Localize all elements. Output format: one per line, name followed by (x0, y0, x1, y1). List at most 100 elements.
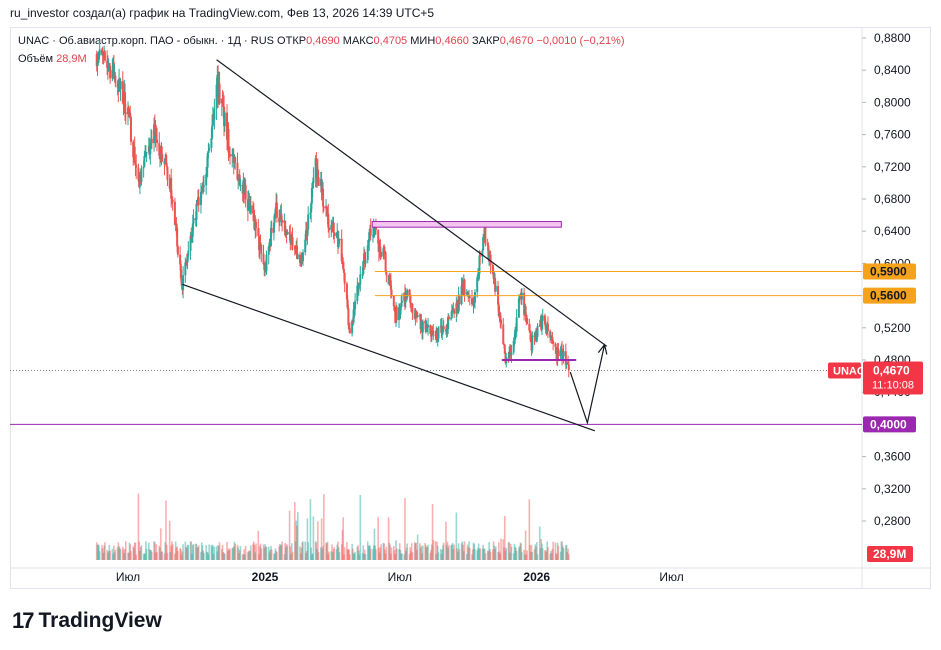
candle-body (352, 309, 355, 323)
volume-bar (409, 547, 411, 560)
candle-body (186, 255, 189, 263)
candle-body (353, 309, 356, 311)
candle-body (472, 303, 475, 305)
candle-body (306, 229, 309, 237)
y-tick-label: 0,8400 (874, 63, 911, 77)
candle-body (179, 254, 182, 265)
volume-bar (171, 544, 174, 560)
candle-body (456, 303, 459, 309)
volume-bar (458, 549, 461, 560)
volume-bar (268, 552, 271, 560)
volume-bar (335, 549, 338, 560)
candle-body (343, 272, 346, 284)
volume-bar (315, 542, 318, 560)
candle-body (327, 213, 330, 228)
volume-bar (436, 541, 438, 560)
volume-bar (286, 545, 289, 560)
volume-bar (150, 550, 152, 560)
volume-bar (116, 547, 119, 560)
open-value: 0,4690 (306, 35, 340, 47)
volume-bar (229, 548, 231, 560)
volume-bar (404, 498, 406, 560)
volume-bar (196, 547, 199, 560)
candle-body (406, 289, 409, 298)
volume-bar (331, 552, 334, 560)
tradingview-logo[interactable]: 17 TradingView (12, 608, 162, 634)
volume-bar (98, 551, 101, 560)
volume-bar (372, 545, 375, 560)
volume-bar (425, 547, 428, 560)
x-tick-label: 2025 (252, 570, 279, 584)
volume-bar (124, 541, 127, 560)
candle-body (173, 201, 176, 225)
last-price-badge (863, 361, 923, 395)
volume-bar (258, 546, 261, 560)
candle-body (430, 329, 433, 337)
volume-bar (156, 552, 158, 560)
candle-body (425, 326, 428, 332)
volume-bar (513, 543, 516, 560)
candle-body (97, 59, 100, 62)
volume-bar (258, 554, 260, 560)
candle-body (546, 323, 549, 331)
volume-bar (515, 547, 517, 560)
candle-body (218, 83, 221, 104)
volume-bar (161, 551, 164, 560)
volume-bar (432, 539, 435, 560)
close-value: 0,4670 (499, 35, 534, 47)
candle-body (311, 183, 314, 189)
volume-bar (108, 544, 111, 560)
candle-body (247, 199, 250, 211)
volume-bar (541, 548, 544, 560)
symbol-info[interactable]: UNAC · Об.авиастр.корп. ПАО - обыкн. · 1… (18, 35, 274, 47)
candle-body (124, 112, 127, 115)
candle-body (351, 320, 354, 334)
y-tick-label: 0,5200 (874, 321, 911, 335)
y-tick-label: 0,7200 (874, 160, 911, 174)
volume-bar (507, 542, 510, 560)
candle-body (427, 325, 430, 328)
candle-body (211, 125, 214, 139)
candle-body (354, 301, 357, 310)
candle-body (477, 273, 480, 275)
price-label-badge (863, 287, 916, 304)
change-value: −0,0010 (−0,21%) (536, 35, 625, 47)
candle-body (379, 246, 382, 253)
volume-bar (525, 554, 528, 560)
volume-bar (453, 544, 455, 560)
candle-body (437, 327, 440, 339)
volume-bar (127, 552, 129, 560)
candle-body (149, 144, 152, 154)
candle-body (229, 154, 232, 157)
volume-bar (346, 542, 348, 560)
candle-body (293, 245, 296, 250)
candle-body (191, 223, 194, 237)
volume-bar (96, 544, 99, 560)
symbol-badge-text: UNAC (833, 365, 865, 377)
volume-bar (521, 552, 523, 560)
candle-body (497, 304, 500, 316)
volume-bar (300, 547, 303, 560)
candle-body (124, 92, 127, 113)
price-label-badge (863, 416, 916, 433)
volume-bar (191, 553, 193, 560)
volume-bar (134, 542, 137, 560)
volume-bar (361, 553, 364, 560)
volume-bar (305, 550, 308, 560)
volume-bar (384, 549, 386, 560)
volume-bar (497, 542, 500, 560)
candle-body (442, 325, 445, 330)
volume-bar (112, 553, 114, 560)
candle-body (135, 164, 138, 168)
y-tick-label: 0,7600 (874, 128, 911, 142)
volume-bar (416, 534, 419, 560)
candle-body (142, 166, 145, 169)
candle-body (431, 329, 434, 331)
volume-bar (395, 540, 397, 560)
volume-bar (477, 547, 479, 560)
volume-bar (103, 545, 105, 560)
candle-body (291, 237, 294, 246)
candle-body (290, 241, 293, 243)
candle-body (512, 341, 515, 353)
